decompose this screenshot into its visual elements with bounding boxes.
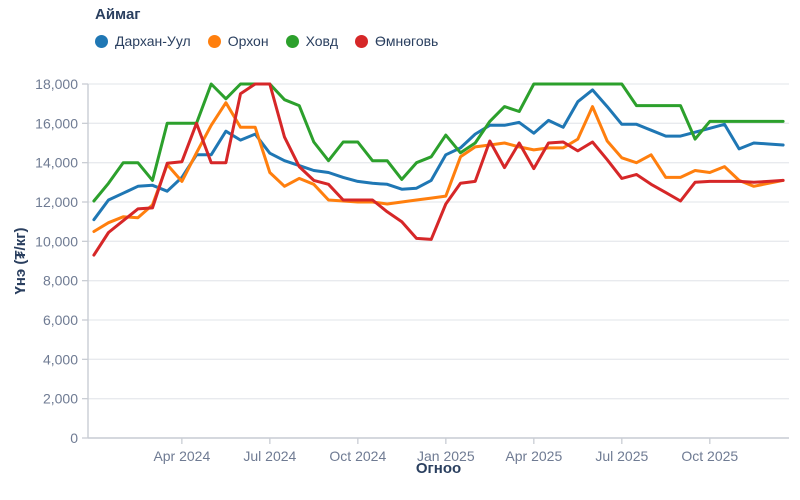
- y-tick-label: 18,000: [35, 76, 78, 92]
- x-tick-label: Jul 2024: [243, 448, 296, 464]
- series-line-1: [92, 101, 785, 233]
- legend-item-omnogovi[interactable]: Өмнөговь: [355, 33, 438, 49]
- x-tick-label: Apr 2025: [505, 448, 562, 464]
- legend-swatch-orkhon: [207, 34, 221, 48]
- x-tick-label: Jan 2025: [417, 448, 475, 464]
- legend-label-darkhan-uul: Дархан-Уул: [115, 33, 191, 49]
- y-tick-label: 12,000: [35, 194, 78, 210]
- series-line-2: [92, 82, 785, 203]
- x-tick-label: Jul 2025: [595, 448, 648, 464]
- legend-title: Аймаг: [95, 6, 141, 23]
- legend-swatch-darkhan-uul: [95, 34, 108, 48]
- legend-swatch-omnogovi: [355, 34, 368, 48]
- y-tick-label: 8,000: [43, 273, 78, 289]
- legend-label-khovd: Ховд: [305, 33, 338, 49]
- x-tick-label: Apr 2024: [153, 448, 210, 464]
- legend-swatch-khovd: [285, 34, 299, 48]
- legend-item-darkhan-uul[interactable]: Дархан-Уул: [95, 33, 191, 49]
- legend: Аймаг Дархан-Уул Орхон Ховд Өмнөговь: [95, 6, 438, 49]
- y-axis-title: Үнэ (₮/кг): [12, 228, 29, 295]
- y-tick-label: 14,000: [35, 155, 78, 171]
- legend-item-orkhon[interactable]: Орхон: [207, 33, 269, 49]
- x-tick-label: Oct 2024: [329, 448, 386, 464]
- series-line-3: [92, 82, 785, 257]
- legend-label-omnogovi: Өмнөговь: [375, 33, 439, 49]
- x-axis-title: Огноо: [416, 460, 461, 477]
- y-tick-label: 0: [70, 430, 78, 446]
- y-tick-label: 6,000: [43, 312, 78, 328]
- x-tick-label: Oct 2025: [681, 448, 738, 464]
- legend-item-khovd[interactable]: Ховд: [285, 33, 338, 49]
- y-tick-label: 4,000: [43, 351, 78, 367]
- legend-items: Дархан-Уул Орхон Ховд Өмнөговь: [95, 33, 438, 49]
- legend-label-orkhon: Орхон: [227, 33, 269, 49]
- y-tick-label: 2,000: [43, 391, 78, 407]
- plot-area[interactable]: [88, 84, 789, 438]
- y-tick-label: 10,000: [35, 233, 78, 249]
- y-tick-label: 16,000: [35, 115, 78, 131]
